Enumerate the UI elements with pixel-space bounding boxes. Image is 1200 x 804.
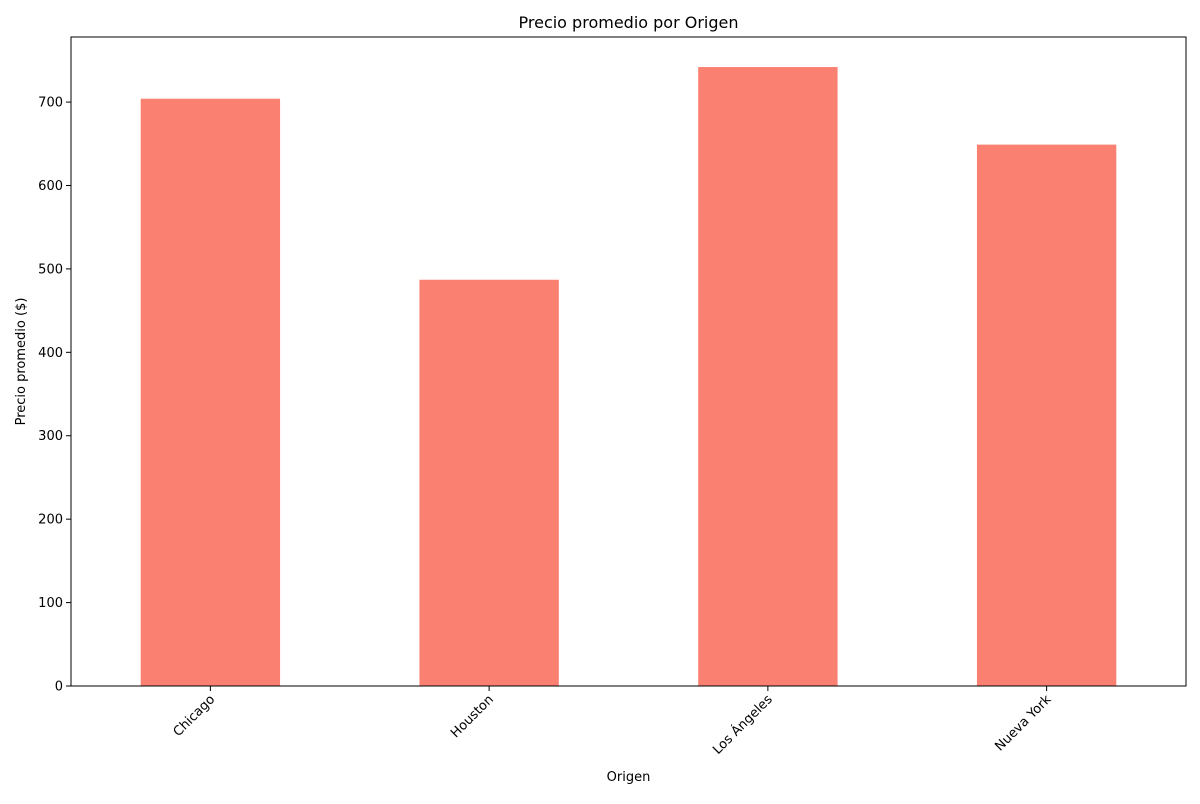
y-tick-label: 300 — [38, 429, 63, 444]
y-axis-label: Precio promedio ($) — [14, 298, 29, 426]
y-axis: 0 100 200 300 400 500 600 700 — [38, 96, 71, 695]
y-tick-label: 100 — [38, 596, 63, 611]
chart-title: Precio promedio por Origen — [519, 13, 739, 32]
y-tick-label: 700 — [38, 96, 63, 111]
bar-chicago — [140, 98, 281, 687]
y-tick-label: 500 — [38, 262, 63, 277]
bar-houston — [419, 279, 559, 686]
bars-layer — [140, 67, 1117, 687]
plot-frame — [70, 36, 1187, 687]
y-tick-label: 400 — [38, 346, 63, 361]
y-tick-label: 600 — [38, 179, 63, 194]
y-tick-label: 200 — [38, 513, 63, 528]
x-axis-label: Origen — [607, 770, 651, 785]
bar-los-ángeles — [698, 67, 838, 686]
y-tick-label: 0 — [55, 680, 63, 695]
bar-nueva-york — [976, 144, 1117, 687]
